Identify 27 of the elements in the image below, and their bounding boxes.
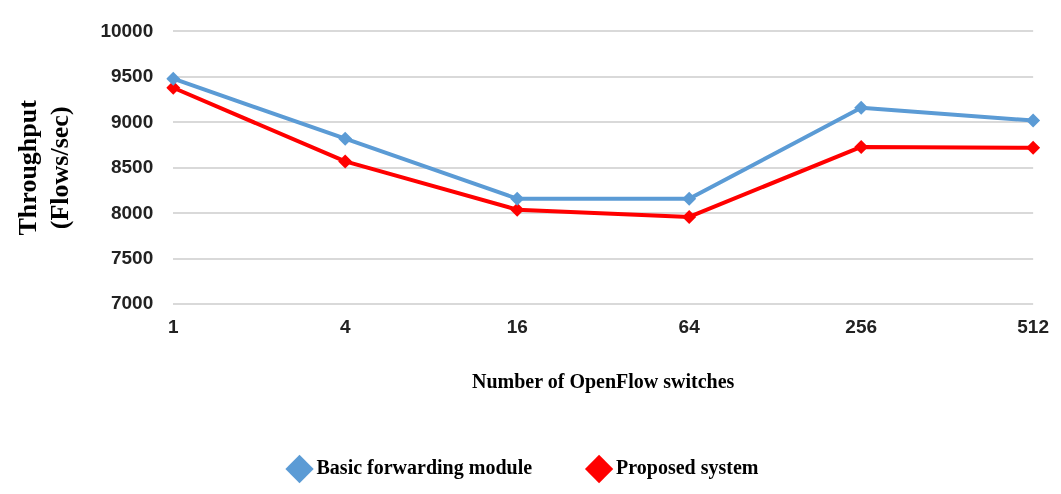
x-tick-label: 4 [339,315,351,337]
y-tick-label: 8000 [110,201,154,223]
y-tick-label: 8500 [110,156,154,178]
point [338,131,353,146]
x-tick-label: 1 [167,315,179,337]
x-tick-label: 256 [845,315,878,337]
point [166,71,181,86]
y-axis-title: Throughput (Flows/sec) [13,99,74,236]
point [682,191,697,206]
y-tick-label: 7000 [110,292,154,314]
legend-label: Basic forwarding module [316,456,533,480]
point [1026,140,1041,155]
y-tick-label: 10000 [100,19,154,41]
x-tick-label: 512 [1017,315,1049,337]
point [1026,113,1041,128]
point [854,100,869,115]
x-tick-label: 16 [506,315,528,337]
x-tick-label: 64 [678,315,701,337]
y-tick-label: 9500 [110,65,154,87]
y-tick-label: 9000 [110,110,154,132]
y-tick-label: 7500 [110,246,154,268]
point [338,154,353,169]
x-axis-title: Number of OpenFlow switches [471,370,735,394]
point [510,191,525,206]
legend-label: Proposed system [616,456,759,480]
point [682,209,697,224]
point [510,202,525,217]
